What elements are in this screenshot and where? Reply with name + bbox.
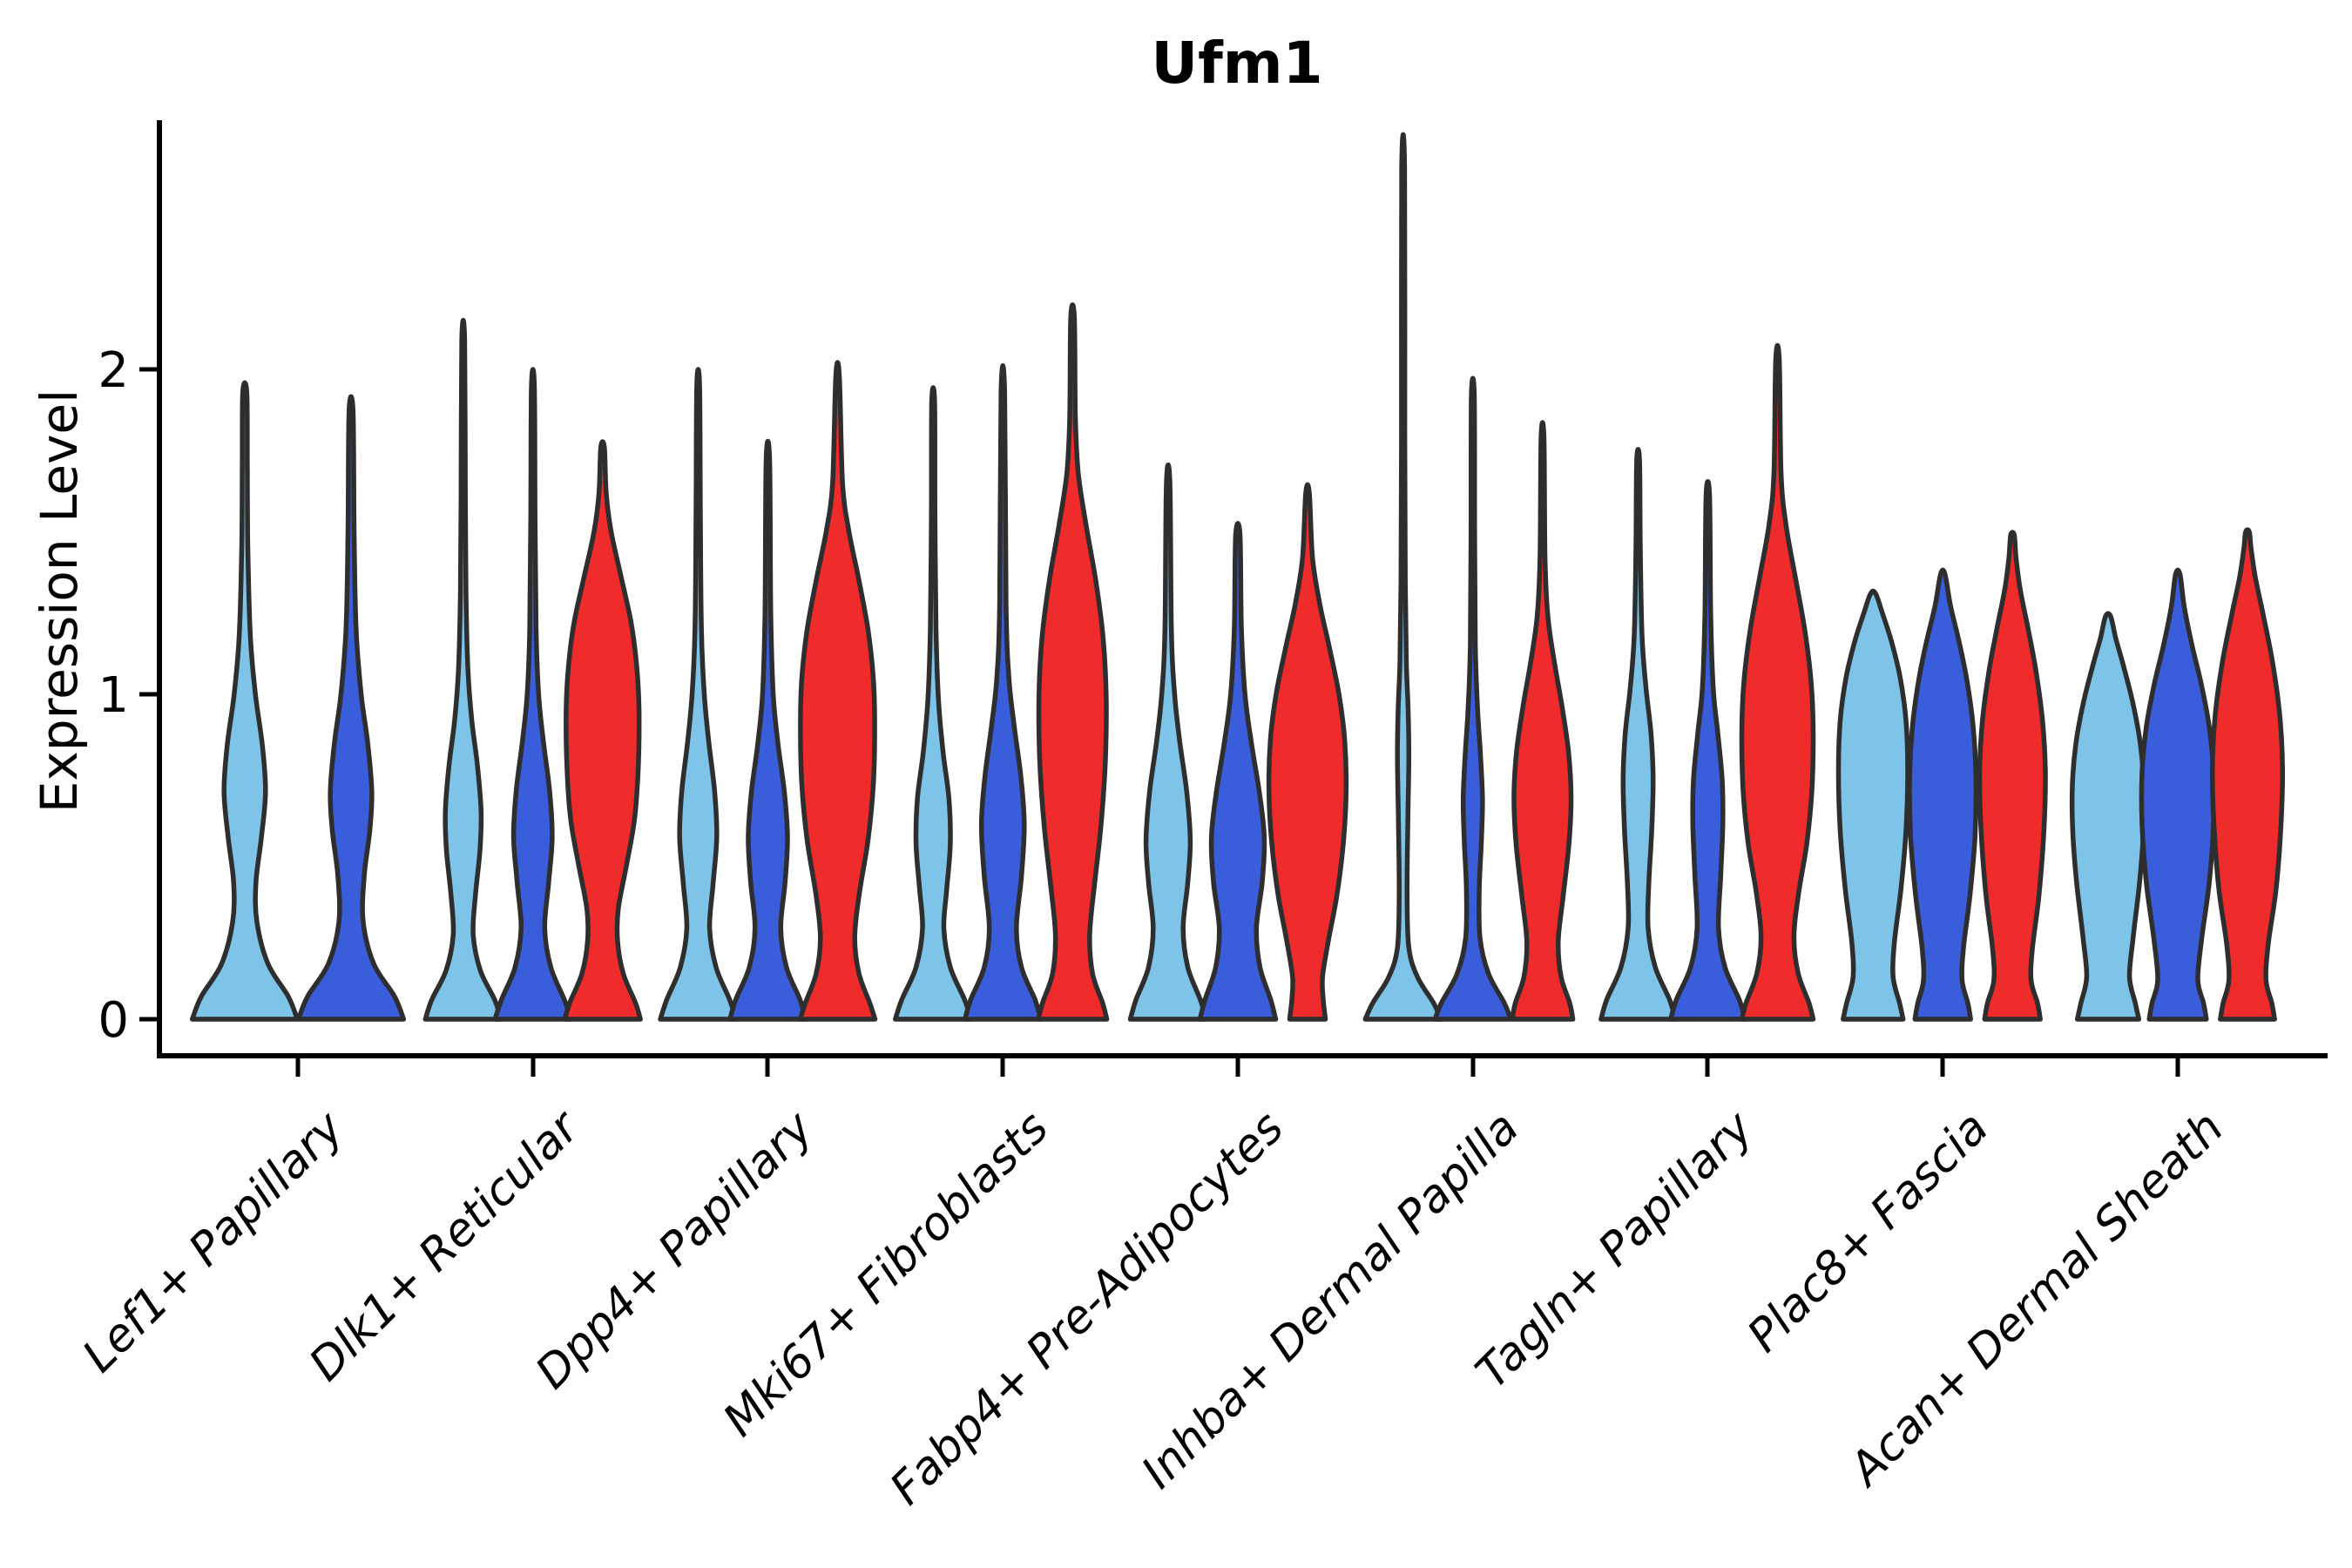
violin-fabp4-pre-adipocytes-red: [1266, 482, 1349, 1022]
violins-layer: [189, 132, 2286, 1022]
violin-mki67-fibroblasts-light-blue: [893, 385, 974, 1022]
violin-dlk1-reticular-red: [562, 439, 643, 1022]
violin-acan-dermal-sheath-dark-blue: [2139, 567, 2217, 1022]
violin-dlk1-reticular-dark-blue: [492, 367, 573, 1022]
x-tick-label-plac8-fascia: Plac8+ Fascia: [1738, 1102, 1998, 1362]
violin-dpp4-papillary-red: [797, 360, 878, 1022]
y-tick-label-2: 2: [98, 342, 129, 399]
violin-inhba-dermal-papilla-dark-blue: [1432, 375, 1513, 1022]
violin-mki67-fibroblasts-red: [1036, 302, 1110, 1022]
violin-inhba-dermal-papilla-light-blue: [1362, 132, 1443, 1022]
violin-tagln-papillary-dark-blue: [1668, 478, 1747, 1022]
violin-lef1-papillary-light-blue: [189, 380, 301, 1022]
violin-acan-dermal-sheath-light-blue: [2069, 611, 2147, 1022]
x-tick-label-fabp4-pre-adipocytes: Fabp4+ Pre-Adipocytes: [881, 1102, 1294, 1516]
violin-dpp4-papillary-dark-blue: [727, 438, 808, 1022]
violin-tagln-papillary-light-blue: [1598, 447, 1678, 1022]
y-tick-label-1: 1: [98, 667, 129, 724]
x-tick-label-acan-dermal-sheath: Acan+ Dermal Sheath: [1838, 1102, 2234, 1497]
violin-mki67-fibroblasts-dark-blue: [963, 363, 1044, 1022]
violin-fabp4-pre-adipocytes-dark-blue: [1197, 520, 1279, 1022]
violin-lef1-papillary-dark-blue: [295, 394, 407, 1022]
violin-tagln-papillary-red: [1739, 342, 1816, 1022]
violin-dpp4-papillary-light-blue: [658, 367, 739, 1022]
y-tick-label-0: 0: [98, 992, 129, 1049]
page-title: Ufm1: [1151, 30, 1322, 97]
violin-inhba-dermal-papilla-red: [1510, 420, 1576, 1022]
y-axis-label: Expression Level: [30, 389, 89, 813]
violin-fabp4-pre-adipocytes-light-blue: [1127, 462, 1209, 1022]
violin-acan-dermal-sheath-red: [2209, 527, 2286, 1022]
violin-plac8-fascia-light-blue: [1835, 588, 1910, 1022]
x-tick-label-inhba-dermal-papilla: Inhba+ Dermal Papilla: [1132, 1102, 1529, 1499]
violin-dlk1-reticular-light-blue: [422, 317, 504, 1022]
violin-plac8-fascia-red: [1977, 530, 2048, 1022]
violin-plac8-fascia-dark-blue: [1907, 567, 1979, 1022]
